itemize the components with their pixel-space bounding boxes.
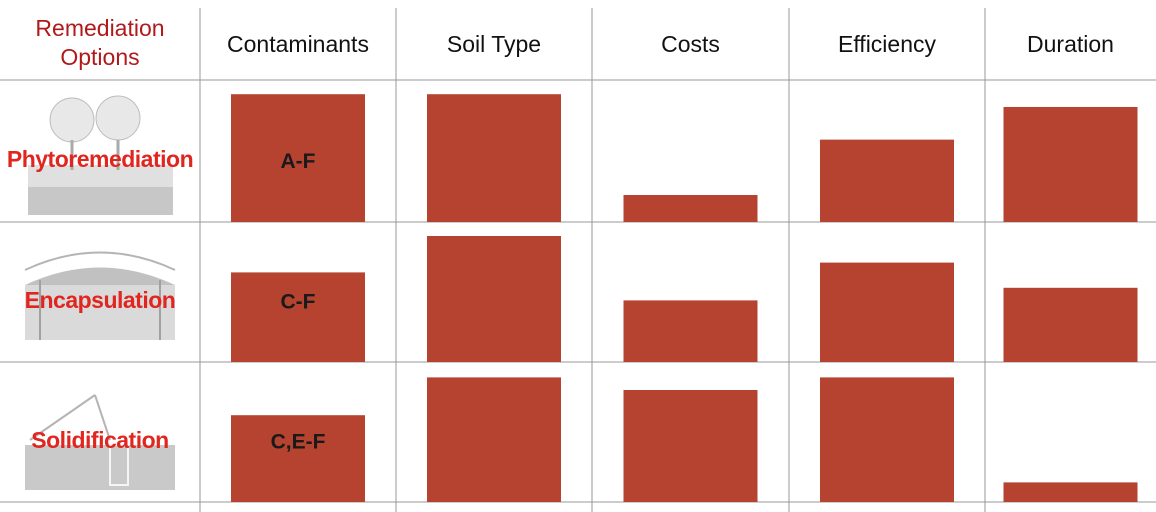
corner-label: Remediation (35, 15, 164, 41)
bar (623, 390, 758, 502)
column-header: Duration (1027, 31, 1114, 57)
bar-label: C-F (281, 291, 316, 314)
corner-label: Options (60, 44, 139, 70)
row-label: Phytoremediation (7, 146, 193, 172)
illustrations (24, 95, 176, 490)
bar (231, 94, 365, 222)
column-header: Soil Type (447, 31, 541, 57)
bar (427, 377, 561, 502)
bar-label: C,E-F (271, 431, 326, 454)
encap-illustration (24, 251, 176, 340)
bar (820, 377, 954, 502)
phyto-illustration (28, 95, 173, 215)
bar (231, 272, 365, 362)
bar (427, 236, 561, 362)
bar (1003, 106, 1138, 222)
bar (1003, 287, 1138, 362)
bar (623, 300, 758, 362)
bar-label: A-F (281, 150, 316, 173)
column-header: Costs (661, 31, 720, 57)
bar (1003, 482, 1138, 502)
solid-illustration (25, 394, 175, 490)
row-label: Solidification (31, 427, 168, 453)
column-header: Efficiency (838, 31, 937, 57)
column-header: Contaminants (227, 31, 369, 57)
bar (427, 94, 561, 222)
bar (623, 195, 758, 222)
row-label: Encapsulation (25, 287, 176, 313)
bar (231, 415, 365, 502)
bar (820, 262, 954, 362)
bar (820, 139, 954, 222)
